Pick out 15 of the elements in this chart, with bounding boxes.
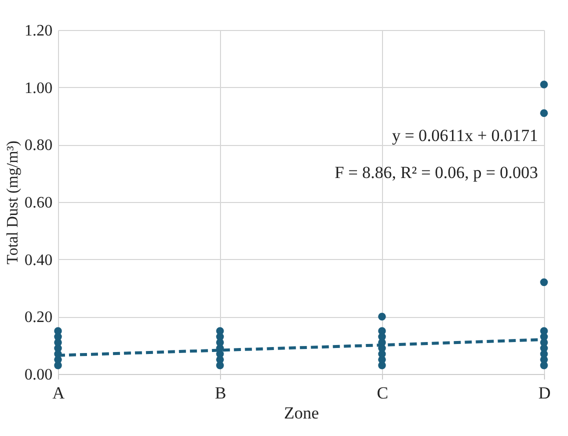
x-tick-label: C	[376, 384, 388, 402]
y-axis-title: Total Dust (mg/m³)	[4, 140, 22, 264]
y-tick-label: 0.40	[24, 252, 52, 269]
x-axis-title: Zone	[284, 404, 319, 422]
annotation: y = 0.0611x + 0.0171	[392, 126, 538, 145]
y-tick-label: 1.20	[24, 22, 52, 40]
annotation: F = 8.86, R² = 0.06, p = 0.003	[334, 163, 538, 182]
x-tick-label: D	[538, 384, 551, 402]
x-tick-label: B	[214, 384, 226, 402]
y-tick-label: 0.00	[24, 366, 52, 384]
x-tick-label: A	[52, 384, 66, 402]
y-tick-label: 1.00	[24, 80, 52, 97]
y-tick-label: 0.20	[24, 309, 52, 326]
y-tick-label: 0.80	[24, 137, 52, 154]
y-tick-label: 0.60	[24, 194, 52, 212]
